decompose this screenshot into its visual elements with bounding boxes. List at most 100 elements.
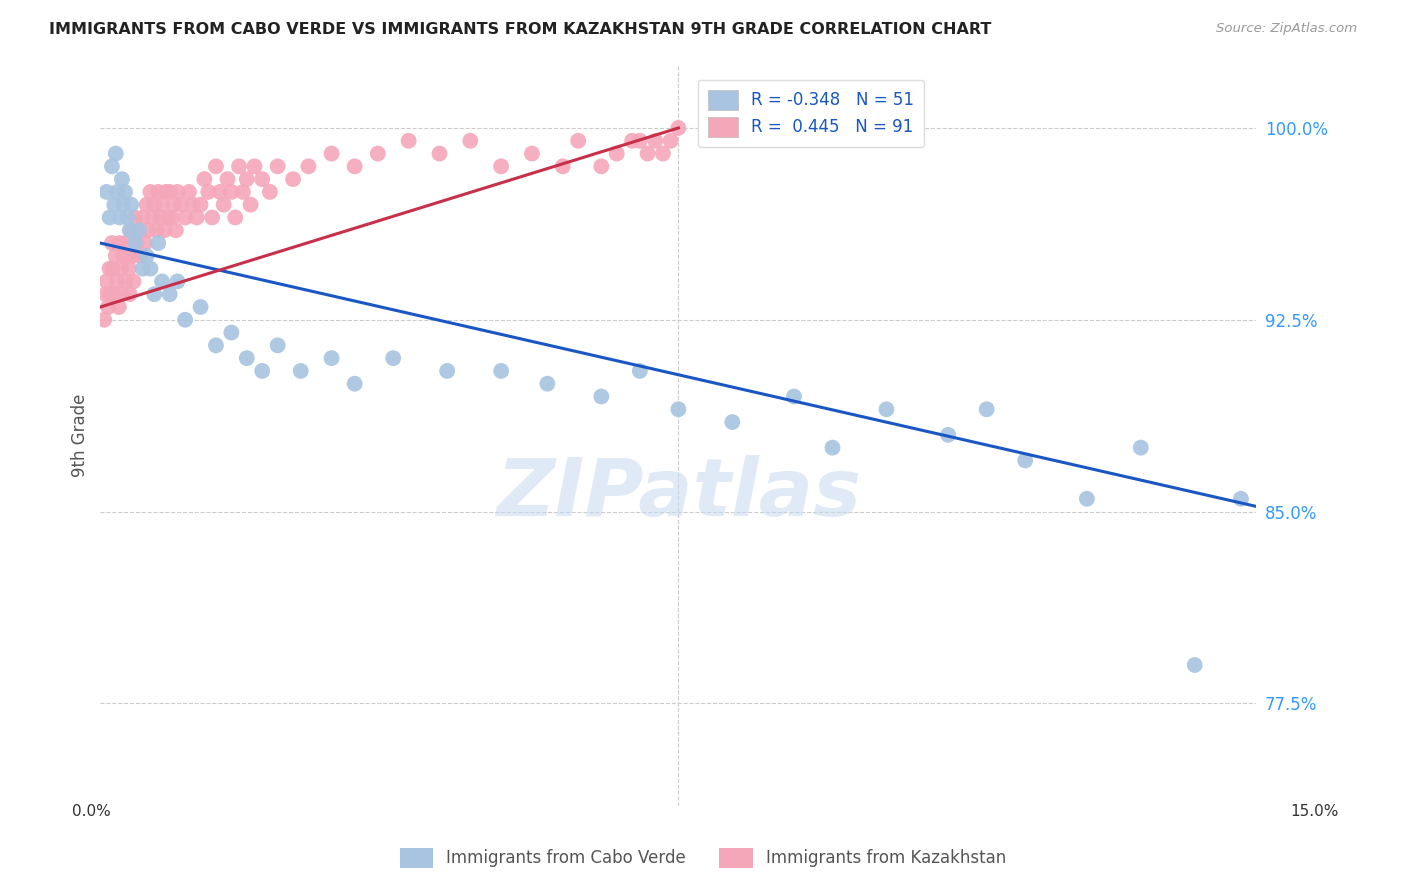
Point bbox=[135, 197, 157, 211]
Point bbox=[98, 211, 121, 225]
Point bbox=[114, 185, 136, 199]
Point bbox=[159, 185, 181, 199]
Point bbox=[936, 427, 959, 442]
Point bbox=[721, 415, 744, 429]
Point bbox=[190, 300, 212, 314]
Point bbox=[103, 287, 125, 301]
Point bbox=[489, 159, 512, 173]
Point bbox=[155, 185, 177, 199]
Point bbox=[132, 211, 155, 225]
Point bbox=[436, 364, 458, 378]
Point bbox=[160, 211, 183, 225]
Point bbox=[108, 211, 131, 225]
Point bbox=[98, 287, 121, 301]
Point bbox=[321, 351, 343, 365]
Point bbox=[145, 223, 167, 237]
Point bbox=[122, 274, 145, 288]
Point bbox=[193, 172, 215, 186]
Point bbox=[243, 159, 266, 173]
Point bbox=[132, 261, 155, 276]
Point bbox=[114, 274, 136, 288]
Point bbox=[637, 146, 659, 161]
Point bbox=[118, 261, 141, 276]
Point bbox=[208, 185, 231, 199]
Point bbox=[143, 197, 166, 211]
Point bbox=[101, 261, 124, 276]
Point bbox=[259, 185, 281, 199]
Point bbox=[382, 351, 405, 365]
Point bbox=[98, 261, 121, 276]
Point bbox=[125, 235, 148, 250]
Point bbox=[111, 287, 134, 301]
Point bbox=[112, 197, 135, 211]
Point bbox=[118, 223, 141, 237]
Point bbox=[783, 389, 806, 403]
Point bbox=[174, 211, 197, 225]
Point bbox=[197, 185, 219, 199]
Point bbox=[875, 402, 897, 417]
Point bbox=[112, 249, 135, 263]
Point bbox=[181, 197, 204, 211]
Point bbox=[139, 261, 162, 276]
Point bbox=[217, 172, 239, 186]
Point bbox=[321, 146, 343, 161]
Point bbox=[621, 134, 644, 148]
Point bbox=[1014, 453, 1036, 467]
Point bbox=[146, 235, 169, 250]
Point bbox=[104, 249, 127, 263]
Point bbox=[489, 364, 512, 378]
Point bbox=[135, 249, 157, 263]
Point bbox=[186, 211, 208, 225]
Point bbox=[104, 146, 127, 161]
Point bbox=[153, 223, 176, 237]
Point bbox=[149, 211, 172, 225]
Point bbox=[250, 172, 273, 186]
Point bbox=[128, 223, 150, 237]
Point bbox=[221, 185, 243, 199]
Point bbox=[520, 146, 543, 161]
Point bbox=[821, 441, 844, 455]
Point bbox=[367, 146, 389, 161]
Point bbox=[111, 172, 134, 186]
Point bbox=[114, 235, 136, 250]
Point bbox=[628, 134, 651, 148]
Point bbox=[266, 159, 288, 173]
Point bbox=[96, 274, 118, 288]
Point bbox=[232, 185, 254, 199]
Point bbox=[105, 274, 128, 288]
Point bbox=[101, 159, 124, 173]
Point bbox=[250, 364, 273, 378]
Point bbox=[101, 235, 124, 250]
Point bbox=[146, 185, 169, 199]
Point bbox=[96, 185, 118, 199]
Point bbox=[166, 185, 188, 199]
Point bbox=[1129, 441, 1152, 455]
Point bbox=[129, 249, 152, 263]
Point bbox=[93, 312, 115, 326]
Point bbox=[136, 223, 159, 237]
Point bbox=[124, 235, 146, 250]
Point bbox=[343, 376, 366, 391]
Point bbox=[297, 159, 319, 173]
Point bbox=[239, 197, 262, 211]
Legend: R = -0.348   N = 51, R =  0.445   N = 91: R = -0.348 N = 51, R = 0.445 N = 91 bbox=[697, 79, 924, 147]
Point bbox=[117, 211, 139, 225]
Point bbox=[166, 274, 188, 288]
Point bbox=[224, 211, 246, 225]
Legend: Immigrants from Cabo Verde, Immigrants from Kazakhstan: Immigrants from Cabo Verde, Immigrants f… bbox=[394, 841, 1012, 875]
Text: 15.0%: 15.0% bbox=[1291, 805, 1339, 819]
Point bbox=[120, 197, 142, 211]
Text: Source: ZipAtlas.com: Source: ZipAtlas.com bbox=[1216, 22, 1357, 36]
Point bbox=[190, 197, 212, 211]
Point bbox=[134, 235, 156, 250]
Point bbox=[110, 261, 132, 276]
Point bbox=[1076, 491, 1098, 506]
Point bbox=[536, 376, 558, 391]
Point bbox=[124, 211, 146, 225]
Point bbox=[628, 364, 651, 378]
Point bbox=[429, 146, 451, 161]
Point bbox=[343, 159, 366, 173]
Point bbox=[165, 223, 187, 237]
Y-axis label: 9th Grade: 9th Grade bbox=[72, 393, 89, 476]
Point bbox=[121, 249, 143, 263]
